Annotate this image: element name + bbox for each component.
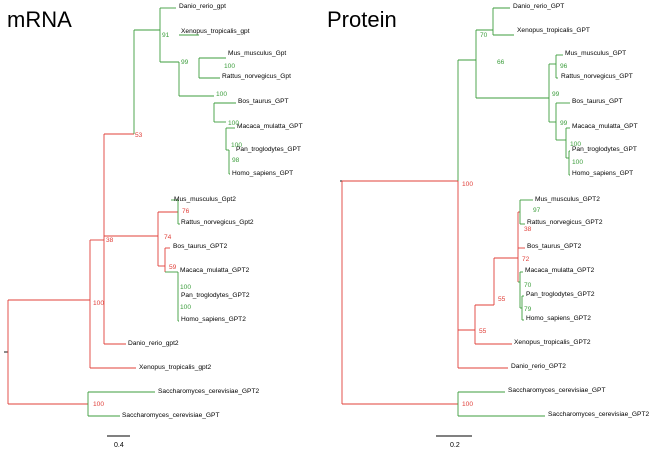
bootstrap-value: 100: [93, 300, 104, 307]
bootstrap-value: 99: [560, 120, 568, 127]
bootstrap-value: 53: [135, 132, 143, 139]
bootstrap-value: 70: [524, 282, 532, 289]
bootstrap-value: 91: [162, 32, 170, 39]
bootstrap-value: 55: [498, 296, 506, 303]
mrna-leaf-labels: Danio_rerio_gpt Xenopus_tropicalis_gpt M…: [122, 3, 303, 419]
bootstrap-value: 59: [169, 264, 177, 271]
bootstrap-value: 100: [216, 91, 227, 98]
leaf-label: Mus_musculus_GPT2: [535, 196, 600, 203]
bootstrap-value: 100: [224, 63, 235, 70]
bootstrap-value: 99: [181, 59, 189, 66]
leaf-label: Rattus_norvegicus_Gpt2: [181, 219, 254, 226]
bootstrap-value: 100: [93, 401, 104, 408]
scale-bar-label: 0.2: [450, 442, 460, 449]
protein-leaf-labels: Danio_rerio_GPT Xenopus_tropicalis_GPT M…: [508, 3, 649, 418]
bootstrap-value: 38: [106, 237, 114, 244]
leaf-label: Rattus_norvegicus_GPT: [561, 73, 633, 80]
protein-bootstrap-values: 70 66 96 99 99 100 100 97 38 72 70 79 55…: [462, 32, 583, 408]
protein-scale-bar: 0.2: [436, 435, 472, 449]
bootstrap-value: 99: [552, 91, 560, 98]
leaf-label: Mus_musculus_GPT: [565, 50, 626, 57]
bootstrap-value: 100: [570, 141, 581, 148]
leaf-label: Pan_troglodytes_GPT: [572, 146, 637, 153]
leaf-label: Macaca_mulatta_GPT2: [180, 267, 250, 274]
leaf-label: Homo_sapiens_GPT: [572, 170, 633, 177]
leaf-label: Danio_rerio_GPT: [513, 3, 564, 10]
leaf-label: Bos_taurus_GPT: [572, 98, 623, 105]
mrna-panel-title: mRNA: [7, 7, 72, 32]
leaf-label: Saccharomyces_cerevisiae_GPT: [122, 412, 219, 419]
bootstrap-value: 55: [479, 328, 487, 335]
leaf-label: Rattus_norvegicus_Gpt: [222, 73, 291, 80]
protein-branches: [340, 7, 570, 417]
leaf-label: Danio_rerio_gpt2: [128, 340, 179, 347]
mrna-scale-bar: 0.4: [107, 435, 130, 449]
leaf-label: Macaca_mulatta_GPT: [572, 123, 638, 130]
leaf-label: Rattus_norvegicus_GPT2: [527, 219, 603, 226]
leaf-label: Bos_taurus_GPT2: [173, 243, 228, 250]
bootstrap-value: 74: [164, 234, 172, 241]
leaf-label: Mus_musculus_Gpt: [228, 50, 286, 57]
leaf-label: Mus_musculus_Gpt2: [174, 196, 236, 203]
bootstrap-value: 97: [533, 207, 541, 214]
bootstrap-value: 98: [232, 157, 240, 164]
bootstrap-value: 38: [524, 226, 532, 233]
leaf-label: Pan_troglodytes_GPT2: [181, 292, 250, 299]
scale-bar-label: 0.4: [114, 442, 124, 449]
bootstrap-value: 70: [480, 32, 488, 39]
mrna-tree-panel: mRNA Danio_rerio_gpt Xenopus_tropicalis_…: [4, 3, 303, 449]
leaf-label: Homo_sapiens_GPT2: [181, 316, 246, 323]
leaf-label: Homo_sapiens_GPT: [232, 170, 293, 177]
bootstrap-value: 66: [497, 59, 505, 66]
leaf-label: Pan_troglodytes_GPT: [236, 146, 301, 153]
bootstrap-value: 76: [182, 208, 190, 215]
bootstrap-value: 100: [228, 120, 239, 127]
bootstrap-value: 100: [462, 401, 473, 408]
leaf-label: Macaca_mulatta_GPT: [237, 123, 303, 130]
leaf-label: Pan_troglodytes_GPT2: [526, 291, 595, 298]
protein-panel-title: Protein: [327, 7, 397, 32]
leaf-label: Macaca_mulatta_GPT2: [525, 267, 595, 274]
mrna-branches: [4, 7, 236, 417]
bootstrap-value: 72: [522, 256, 530, 263]
bootstrap-value: 100: [572, 159, 583, 166]
protein-tree-panel: Protein Danio_rerio_GPT Xenopus_tropical…: [327, 3, 649, 449]
bootstrap-value: 100: [180, 284, 191, 291]
leaf-label: Saccharomyces_cerevisiae_GPT2: [548, 411, 649, 418]
leaf-label: Bos_taurus_GPT: [238, 98, 289, 105]
leaf-label: Saccharomyces_cerevisiae_GPT: [508, 387, 605, 394]
bootstrap-value: 79: [524, 306, 532, 313]
leaf-label: Danio_rerio_GPT2: [511, 363, 566, 370]
leaf-label: Xenopus_tropicalis_GPT: [517, 27, 590, 34]
leaf-label: Saccharomyces_cerevisiae_GPT2: [158, 388, 259, 395]
leaf-label: Bos_taurus_GPT2: [527, 243, 582, 250]
leaf-label: Homo_sapiens_GPT2: [526, 315, 591, 322]
bootstrap-value: 100: [180, 304, 191, 311]
bootstrap-value: 100: [462, 181, 473, 188]
bootstrap-value: 100: [231, 142, 242, 149]
leaf-label: Xenopus_tropicalis_gpt2: [139, 364, 212, 371]
mrna-bootstrap-values: 91 99 100 100 100 100 98 76 74 59 100 10…: [93, 32, 242, 408]
leaf-label: Xenopus_tropicalis_GPT2: [514, 339, 591, 346]
bootstrap-value: 96: [560, 63, 568, 70]
leaf-label: Xenopus_tropicalis_gpt: [181, 28, 250, 35]
leaf-label: Danio_rerio_gpt: [179, 3, 226, 10]
